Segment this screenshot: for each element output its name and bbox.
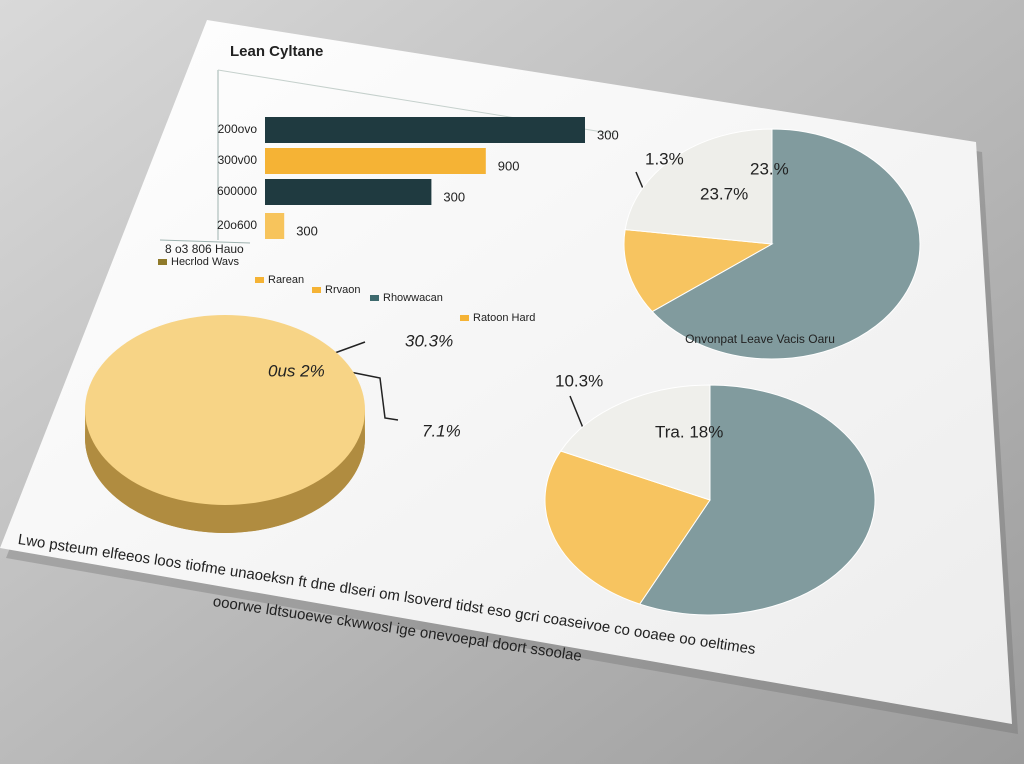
y-tick-label: 300v00 [218, 153, 258, 167]
pie-slice [623, 229, 774, 313]
pie-slice [624, 128, 773, 245]
bar [265, 179, 432, 205]
pie-slice [559, 384, 711, 501]
pie-slice [638, 384, 876, 616]
legend-swatch [370, 295, 379, 301]
legend-label: Rhowwacan [383, 292, 443, 304]
pie-label: 0us 2% [268, 361, 325, 380]
bar [265, 213, 285, 239]
bar [265, 117, 585, 143]
pie-label: 10.3% [555, 371, 603, 390]
pie-label: 30.3% [405, 331, 453, 350]
pie-slice [85, 315, 365, 505]
bar-label: 300 [296, 223, 318, 238]
legend-swatch [158, 259, 167, 265]
page-title: Lean Cyltane [230, 43, 323, 60]
leader-line [329, 367, 399, 421]
pie-label: Tra. 18% [655, 422, 723, 441]
y-tick-label: 600000 [217, 184, 257, 198]
pie-caption: Onvonpat Leave Vacis Oaru [685, 332, 835, 346]
bar-label: 900 [498, 158, 520, 173]
y-tick-label: 20o600 [217, 218, 257, 232]
legend-label: Hecrlod Wavs [171, 256, 240, 268]
bar [265, 148, 486, 174]
legend-label: Rrvaon [325, 284, 360, 296]
y-tick-label: 200ovo [218, 122, 258, 136]
pie-label: 23.% [750, 159, 789, 178]
bar-label: 300 [443, 189, 465, 204]
legend-swatch [460, 315, 469, 321]
legend-label: Rarean [268, 274, 304, 286]
legend-swatch [255, 277, 264, 283]
frame-line [159, 239, 251, 244]
pie-slice [651, 128, 921, 360]
legend-swatch [312, 287, 321, 293]
bar-label: 300 [597, 127, 619, 142]
x-axis-label: 8 o3 806 Hauo [165, 242, 244, 256]
pie-label: 23.7% [700, 184, 748, 203]
pie-label: 1.3% [645, 149, 684, 168]
pie-label: 7.1% [422, 421, 461, 440]
pie-slice [544, 450, 711, 605]
legend-label: Ratoon Hard [473, 312, 535, 324]
